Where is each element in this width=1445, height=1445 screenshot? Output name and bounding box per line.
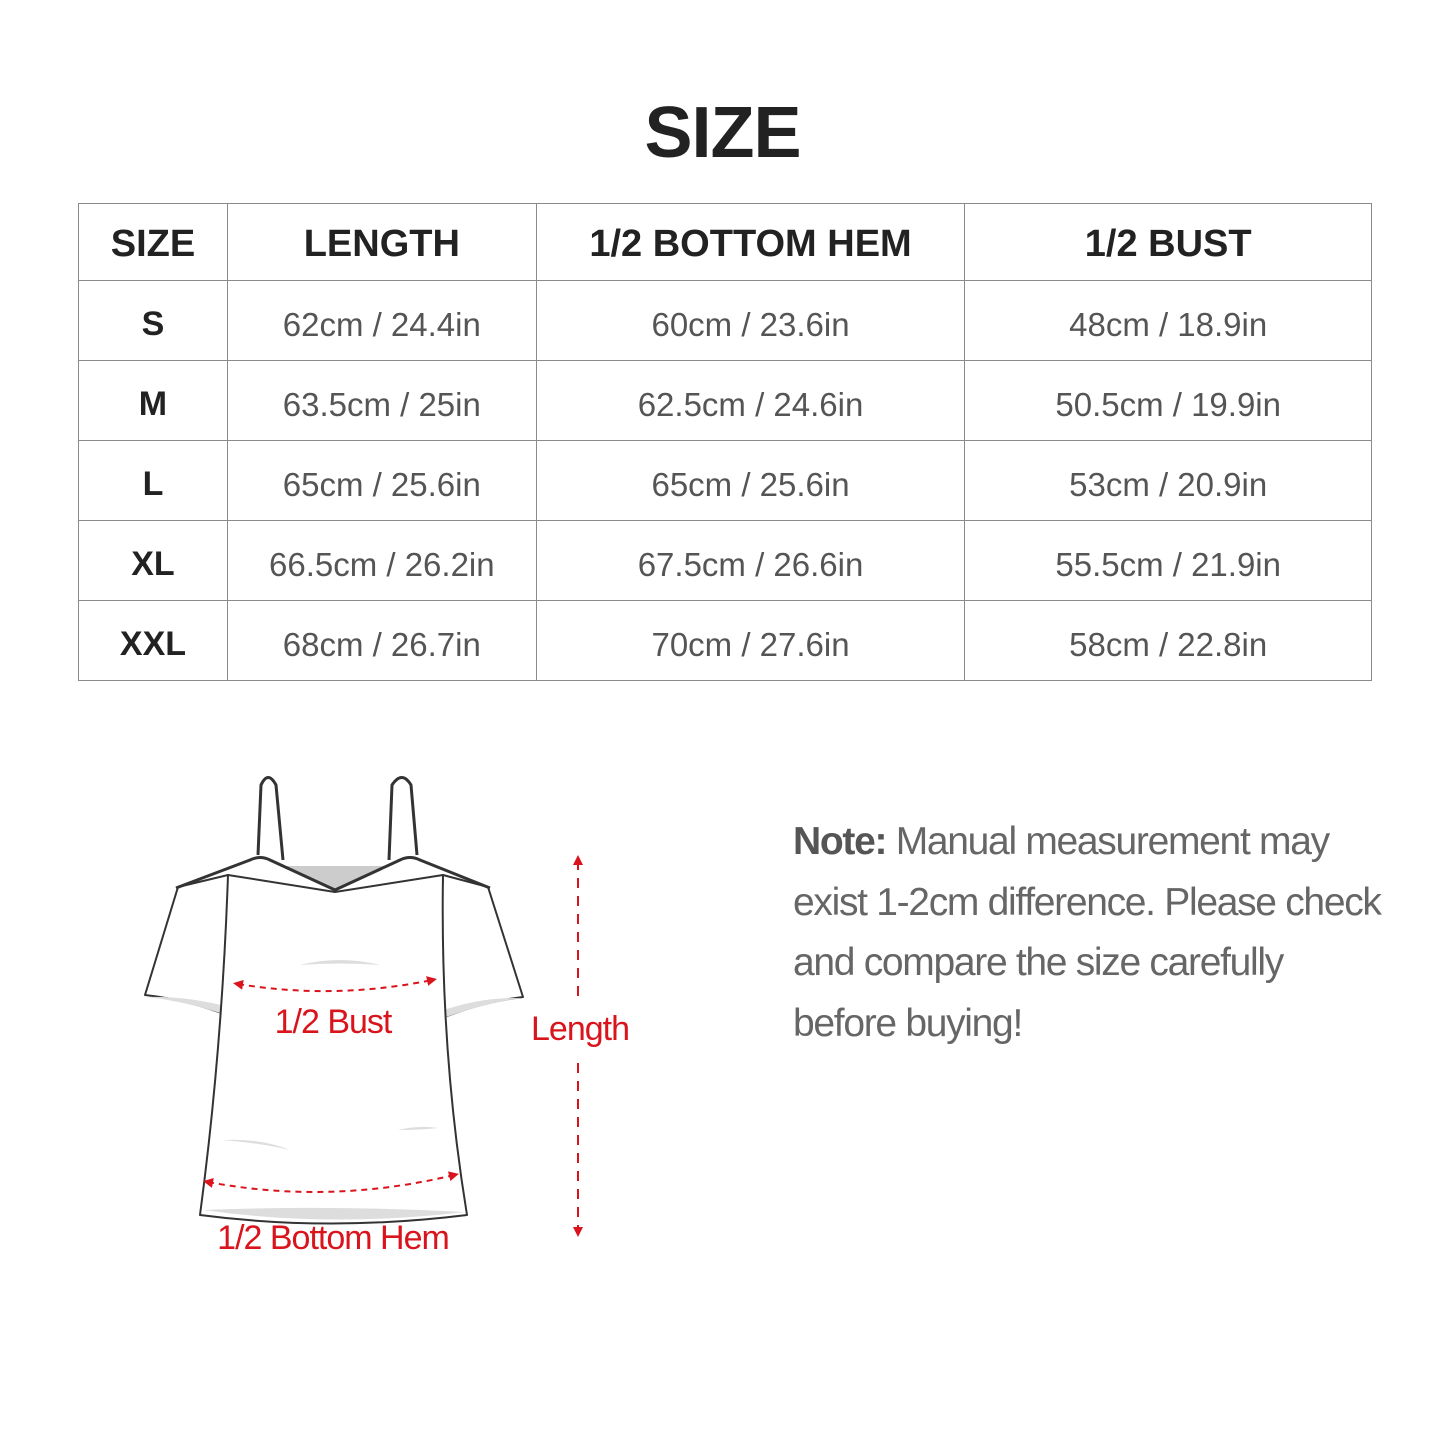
page-title: SIZE — [644, 93, 801, 173]
bottom-hem-label: 1/2 Bottom Hem — [217, 1219, 449, 1257]
garment-outline — [144, 776, 524, 1225]
table-row: XXL 68cm / 26.7in 70cm / 27.6in 58cm / 2… — [78, 600, 1372, 681]
size-cell: L — [78, 440, 228, 521]
header-size: SIZE — [78, 203, 228, 281]
hem-cell: 65cm / 25.6in — [535, 440, 966, 521]
size-cell: XXL — [78, 600, 228, 681]
hem-cell: 60cm / 23.6in — [535, 280, 966, 361]
size-table: SIZE LENGTH 1/2 BOTTOM HEM 1/2 BUST S 62… — [78, 203, 1372, 681]
table-row: XL 66.5cm / 26.2in 67.5cm / 26.6in 55.5c… — [78, 520, 1372, 601]
length-cell: 63.5cm / 25in — [226, 360, 537, 441]
length-cell: 65cm / 25.6in — [226, 440, 537, 521]
table-row: M 63.5cm / 25in 62.5cm / 24.6in 50.5cm /… — [78, 360, 1372, 441]
hem-measure-arrow — [203, 1171, 459, 1193]
length-cell: 68cm / 26.7in — [226, 600, 537, 681]
note-text: Manual measurement may exist 1-2cm diffe… — [793, 820, 1382, 1045]
size-cell: XL — [78, 520, 228, 601]
measurement-note: Note: Manual measurement may exist 1-2cm… — [793, 812, 1393, 1054]
bust-cell: 55.5cm / 21.9in — [964, 520, 1372, 601]
header-bottom-hem: 1/2 BOTTOM HEM — [535, 203, 966, 281]
header-bust: 1/2 BUST — [964, 203, 1372, 281]
bust-measure-arrow — [233, 976, 437, 993]
table-row: S 62cm / 24.4in 60cm / 23.6in 48cm / 18.… — [78, 280, 1372, 361]
hem-cell: 62.5cm / 24.6in — [535, 360, 966, 441]
length-cell: 62cm / 24.4in — [226, 280, 537, 361]
bust-cell: 48cm / 18.9in — [964, 280, 1372, 361]
bust-cell: 50.5cm / 19.9in — [964, 360, 1372, 441]
bust-cell: 58cm / 22.8in — [964, 600, 1372, 681]
table-header-row: SIZE LENGTH 1/2 BOTTOM HEM 1/2 BUST — [78, 203, 1372, 281]
hem-cell: 67.5cm / 26.6in — [535, 520, 966, 601]
length-label: Length — [531, 1010, 629, 1048]
length-cell: 66.5cm / 26.2in — [226, 520, 537, 601]
note-label: Note: — [793, 820, 887, 863]
size-cell: S — [78, 280, 228, 361]
hem-cell: 70cm / 27.6in — [535, 600, 966, 681]
bust-label: 1/2 Bust — [275, 1003, 393, 1041]
fabric-folds — [222, 960, 438, 1150]
table-row: L 65cm / 25.6in 65cm / 25.6in 53cm / 20.… — [78, 440, 1372, 521]
bust-cell: 53cm / 20.9in — [964, 440, 1372, 521]
